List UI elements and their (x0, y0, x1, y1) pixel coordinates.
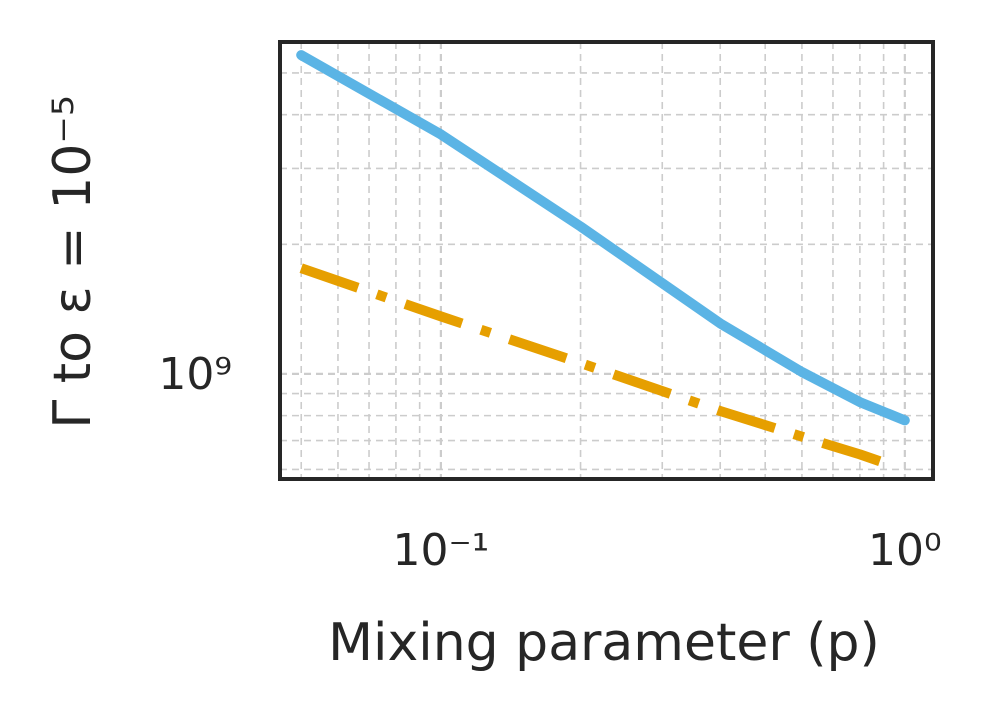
x-tick-label: 10⁰ (868, 525, 942, 576)
series-line-1 (296, 50, 910, 426)
y-axis-label: Γ to ε = 10⁻⁵ (43, 95, 103, 428)
tick-labels: 10⁻¹ 10⁰ 10⁹ (158, 349, 941, 576)
series-line-2 (299, 263, 897, 472)
x-tick-label: 10⁻¹ (392, 525, 489, 576)
x-axis-label: Mixing parameter (p) (328, 613, 880, 673)
plot-frame (278, 40, 935, 481)
grid (280, 42, 933, 479)
y-tick-label: 10⁹ (158, 349, 232, 400)
series-lines (296, 50, 910, 472)
